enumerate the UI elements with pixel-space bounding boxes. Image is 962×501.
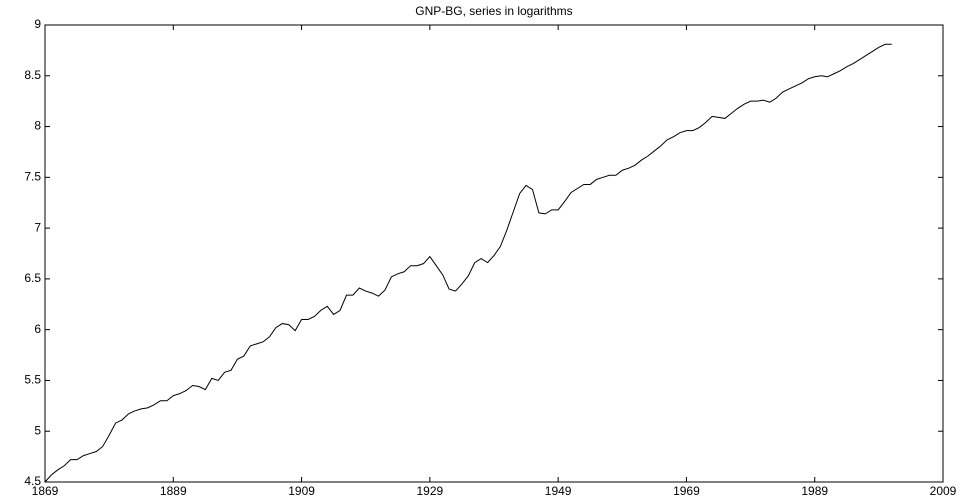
x-tick-label: 1889 xyxy=(160,484,187,498)
x-tick-label: 1869 xyxy=(32,484,59,498)
y-tick-label: 6 xyxy=(34,322,41,336)
y-tick-label: 9 xyxy=(34,17,41,31)
y-tick-label: 8.5 xyxy=(24,68,41,82)
x-tick-label: 1929 xyxy=(417,484,444,498)
y-tick-label: 6.5 xyxy=(24,271,41,285)
x-tick-label: 1969 xyxy=(673,484,700,498)
y-tick-label: 7 xyxy=(34,220,41,234)
y-tick-label: 5.5 xyxy=(24,373,41,387)
y-tick-label: 4.5 xyxy=(24,474,41,488)
y-tick-label: 5 xyxy=(34,423,41,437)
x-tick-label: 2009 xyxy=(930,484,957,498)
x-tick-label: 1989 xyxy=(801,484,828,498)
x-tick-label: 1949 xyxy=(545,484,572,498)
x-tick-label: 1909 xyxy=(288,484,315,498)
chart-title: GNP-BG, series in logarithms xyxy=(415,4,572,18)
plot-frame xyxy=(44,24,944,483)
y-tick-label: 7.5 xyxy=(24,170,41,184)
series-line xyxy=(44,43,892,483)
y-tick-label: 8 xyxy=(34,119,41,133)
